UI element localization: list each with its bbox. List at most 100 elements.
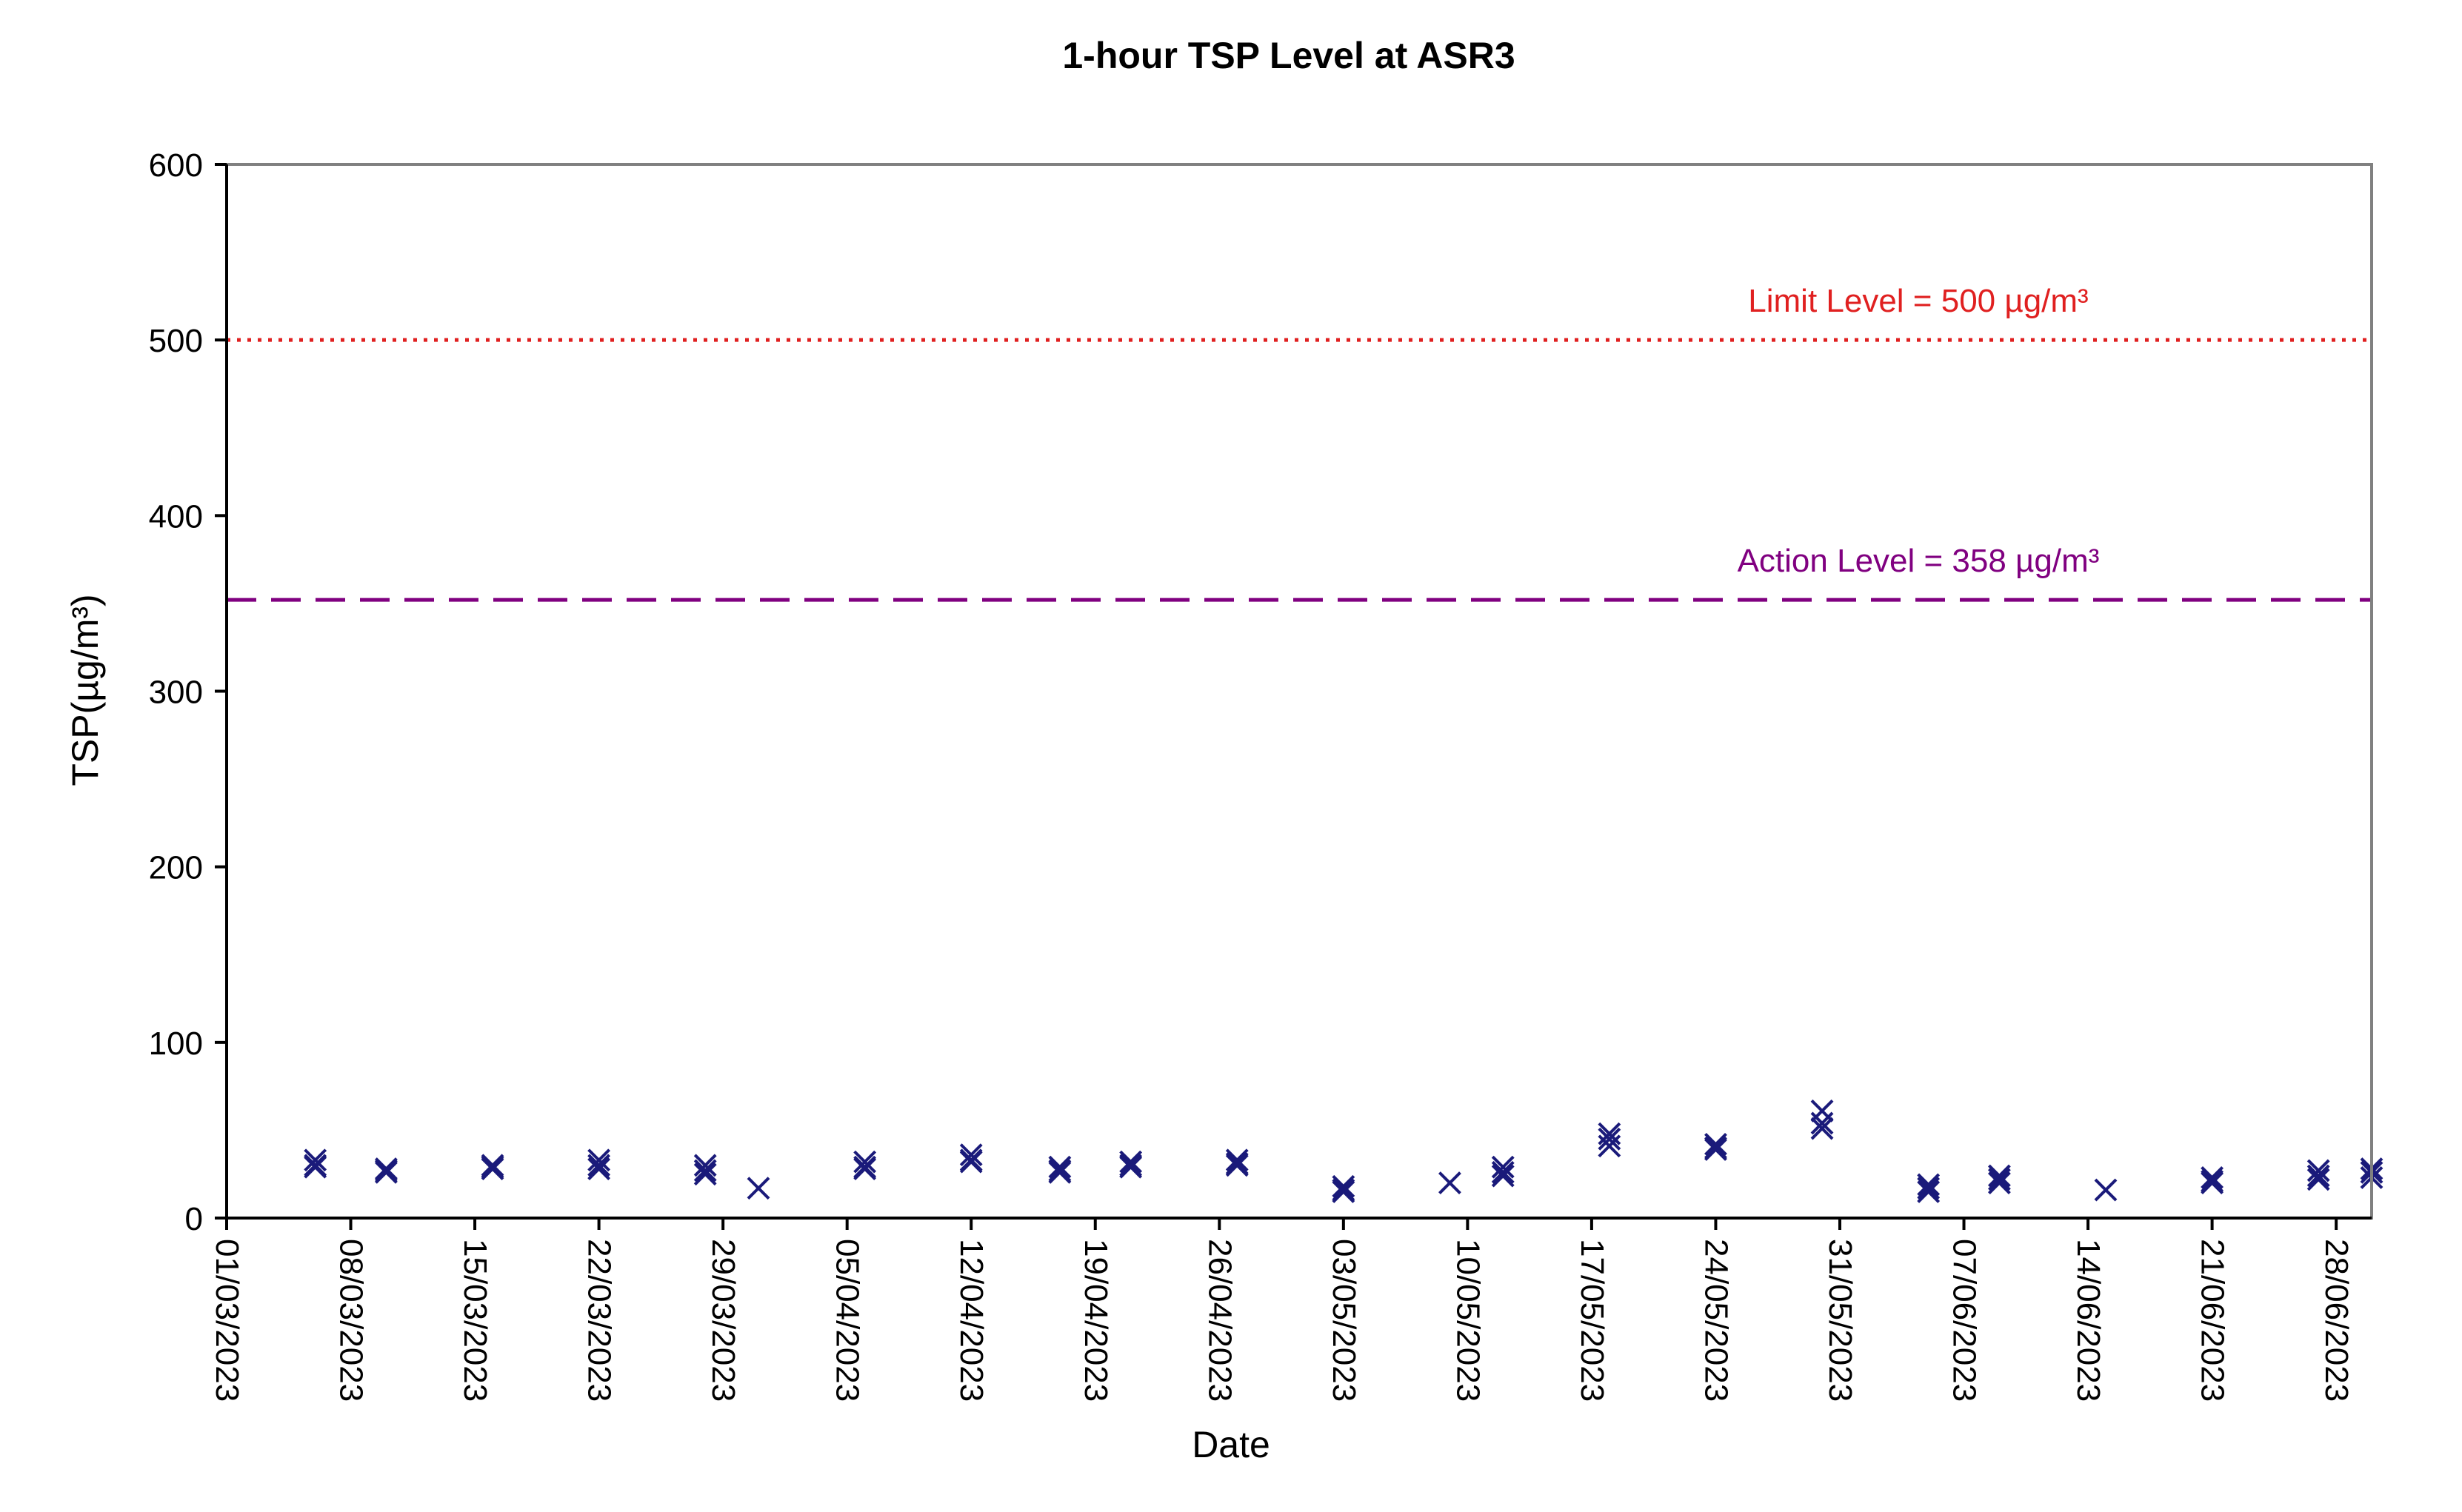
data-point bbox=[1119, 1150, 1143, 1174]
data-point-stroke bbox=[1917, 1173, 1941, 1197]
data-point bbox=[1332, 1180, 1355, 1203]
limit-level-label: Limit Level = 500 µg/m³ bbox=[1748, 283, 2088, 319]
data-point-stroke bbox=[959, 1150, 983, 1174]
data-point-stroke bbox=[587, 1148, 611, 1172]
data-point bbox=[587, 1157, 611, 1181]
y-tick-label: 100 bbox=[149, 1026, 203, 1062]
x-tick-label: 29/03/2023 bbox=[705, 1239, 741, 1402]
data-point bbox=[1225, 1148, 1249, 1172]
data-point bbox=[1987, 1164, 2011, 1188]
y-tick-label: 600 bbox=[149, 147, 203, 184]
data-point-stroke bbox=[1917, 1180, 1941, 1203]
data-point-stroke bbox=[1810, 1111, 1834, 1135]
data-point-stroke bbox=[2201, 1171, 2224, 1194]
data-point bbox=[1438, 1171, 1461, 1194]
data-point-stroke bbox=[304, 1155, 327, 1179]
data-point-stroke bbox=[2201, 1166, 2224, 1189]
data-point-stroke bbox=[1917, 1177, 1941, 1200]
data-point-stroke bbox=[959, 1143, 983, 1167]
x-tick-label: 07/06/2023 bbox=[1946, 1239, 1983, 1402]
data-point bbox=[1332, 1174, 1355, 1198]
data-point bbox=[1917, 1177, 1941, 1200]
data-point bbox=[1704, 1138, 1727, 1161]
data-point bbox=[2306, 1159, 2330, 1182]
x-tick-label: 31/05/2023 bbox=[1822, 1239, 1858, 1402]
data-point bbox=[2306, 1164, 2330, 1188]
y-tick-label: 300 bbox=[149, 675, 203, 711]
data-point-stroke bbox=[853, 1157, 877, 1181]
data-point-stroke bbox=[1987, 1171, 2011, 1194]
data-point bbox=[481, 1157, 504, 1181]
data-point-stroke bbox=[1332, 1174, 1355, 1198]
data-point-stroke bbox=[2094, 1178, 2118, 1202]
reference-lines: Limit Level = 500 µg/m³ Action Level = 35… bbox=[227, 283, 2372, 602]
data-point bbox=[1987, 1171, 2011, 1194]
data-point bbox=[2306, 1168, 2330, 1191]
x-tick-label: 15/03/2023 bbox=[457, 1239, 493, 1402]
data-point bbox=[1491, 1160, 1515, 1184]
data-point-stroke bbox=[1810, 1117, 1834, 1140]
x-axis-label: Date bbox=[1192, 1424, 1270, 1465]
data-point-stroke bbox=[1704, 1132, 1727, 1156]
data-point bbox=[304, 1148, 327, 1172]
data-point bbox=[747, 1177, 770, 1200]
data-point-stroke bbox=[1598, 1134, 1621, 1158]
chart-title: 1-hour TSP Level at ASR3 bbox=[1062, 35, 1515, 76]
data-point bbox=[304, 1155, 327, 1179]
data-point-stroke bbox=[1987, 1164, 2011, 1188]
data-point-stroke bbox=[2306, 1168, 2330, 1191]
data-point-stroke bbox=[1704, 1138, 1727, 1161]
data-point bbox=[1987, 1168, 2011, 1191]
data-point-stroke bbox=[587, 1154, 611, 1177]
x-tick-label: 12/04/2023 bbox=[953, 1239, 990, 1402]
data-point-stroke bbox=[304, 1148, 327, 1172]
data-point bbox=[853, 1157, 877, 1181]
data-point bbox=[2201, 1166, 2224, 1189]
data-point bbox=[1810, 1111, 1834, 1135]
y-axis-ticks: 0 100 200 300 400 500 600 bbox=[149, 147, 227, 1237]
data-point-stroke bbox=[374, 1160, 398, 1184]
data-point-stroke bbox=[587, 1157, 611, 1181]
data-point-stroke bbox=[747, 1177, 770, 1200]
data-point bbox=[1491, 1155, 1515, 1179]
data-point-stroke bbox=[481, 1157, 504, 1181]
data-point bbox=[1491, 1164, 1515, 1188]
x-tick-label: 24/05/2023 bbox=[1698, 1239, 1734, 1402]
y-tick-label: 0 bbox=[185, 1201, 203, 1237]
x-tick-label: 21/06/2023 bbox=[2195, 1239, 2231, 1402]
y-tick-label: 400 bbox=[149, 498, 203, 535]
x-tick-label: 26/04/2023 bbox=[1201, 1239, 1238, 1402]
data-point bbox=[693, 1154, 717, 1177]
data-point bbox=[1810, 1117, 1834, 1140]
data-point bbox=[2094, 1178, 2118, 1202]
x-tick-label: 10/05/2023 bbox=[1449, 1239, 1486, 1402]
data-point-stroke bbox=[1119, 1155, 1143, 1179]
x-axis-ticks: 01/03/2023 08/03/2023 15/03/2023 22/03/2023… bbox=[209, 1218, 2355, 1402]
data-point-stroke bbox=[2306, 1164, 2330, 1188]
data-point-stroke bbox=[693, 1163, 717, 1186]
x-tick-label: 08/03/2023 bbox=[333, 1239, 370, 1402]
x-tick-label: 05/04/2023 bbox=[830, 1239, 866, 1402]
data-point-stroke bbox=[1048, 1160, 1072, 1184]
x-tick-label: 22/03/2023 bbox=[581, 1239, 618, 1402]
data-point bbox=[959, 1150, 983, 1174]
data-point bbox=[587, 1148, 611, 1172]
data-point bbox=[853, 1150, 877, 1174]
data-point-stroke bbox=[853, 1150, 877, 1174]
data-point-stroke bbox=[1598, 1127, 1621, 1151]
x-tick-label: 28/06/2023 bbox=[2318, 1239, 2355, 1402]
y-tick-label: 200 bbox=[149, 850, 203, 886]
data-point-stroke bbox=[1491, 1155, 1515, 1179]
y-tick-label: 500 bbox=[149, 323, 203, 359]
data-point bbox=[374, 1160, 398, 1184]
x-tick-label: 01/03/2023 bbox=[209, 1239, 245, 1402]
data-point bbox=[1225, 1154, 1249, 1177]
data-point-stroke bbox=[693, 1154, 717, 1177]
data-point bbox=[1598, 1134, 1621, 1158]
data-point-stroke bbox=[1225, 1148, 1249, 1172]
data-point-stroke bbox=[1225, 1154, 1249, 1177]
data-point-stroke bbox=[2306, 1159, 2330, 1182]
y-axis-label: TSP(µg/m³) bbox=[64, 594, 106, 786]
